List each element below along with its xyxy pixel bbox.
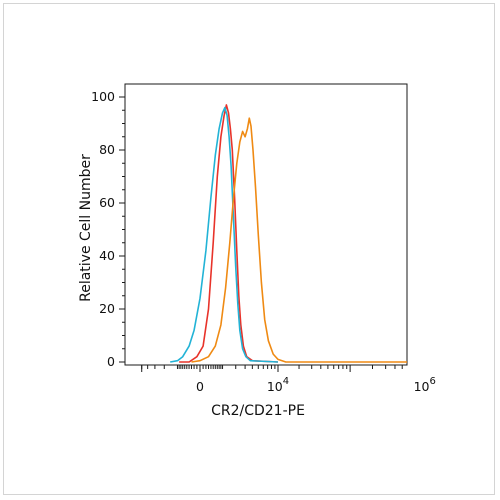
x-tick-base: 0 <box>196 379 204 394</box>
plot-area-border <box>124 83 408 366</box>
histogram-series-2 <box>170 106 279 363</box>
x-axis: 0 104 106 <box>141 365 436 394</box>
x-tick-exponent: 6 <box>429 376 435 387</box>
y-tick-label: 60 <box>99 195 115 210</box>
y-axis: 0 20 40 60 80 100 <box>91 89 125 369</box>
y-tick-label: 40 <box>99 248 115 263</box>
y-tick-label: 80 <box>99 142 115 157</box>
x-tick-label: 106 <box>414 376 436 394</box>
chart-frame <box>3 3 495 495</box>
x-tick-label: 104 <box>267 376 289 394</box>
x-axis-title: CR2/CD21-PE <box>211 403 305 419</box>
y-tick-label: 20 <box>99 301 115 316</box>
x-tick-exponent: 4 <box>283 376 289 387</box>
x-tick-base: 10 <box>267 379 283 394</box>
y-tick-label: 0 <box>107 354 115 369</box>
x-tick-base: 10 <box>414 379 430 394</box>
series-layer <box>170 104 407 363</box>
y-tick-label: 100 <box>91 89 115 104</box>
y-axis-title: Relative Cell Number <box>78 154 94 302</box>
histogram-series-3 <box>191 117 407 363</box>
x-tick-label: 0 <box>196 379 204 394</box>
histogram-series-1 <box>179 104 279 363</box>
